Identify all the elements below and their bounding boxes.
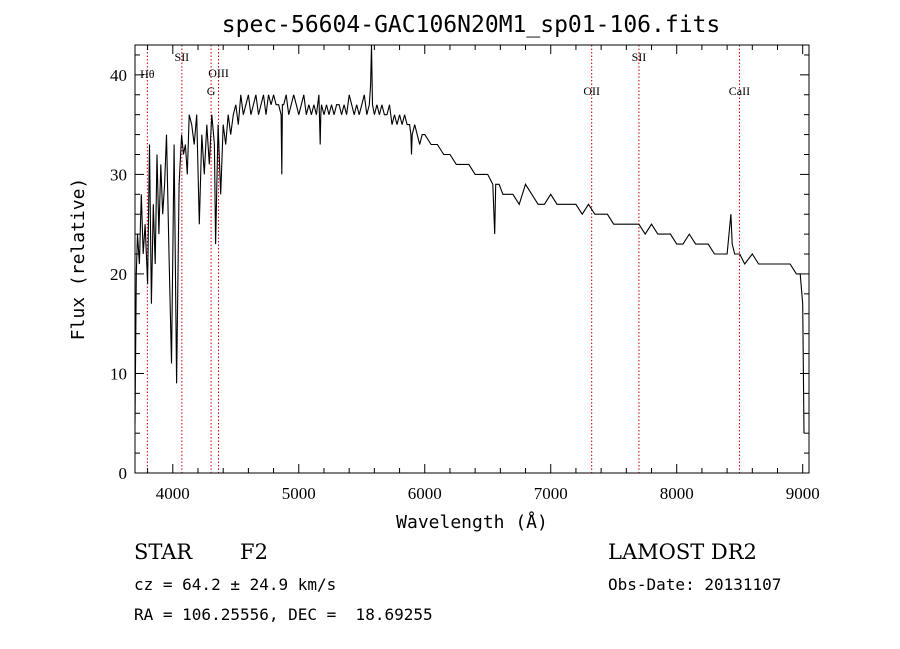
object-subclass: F2 [240,540,268,564]
y-tick-label: 10 [110,364,127,383]
y-tick-label: 30 [110,165,127,184]
spectral-line-label: Hθ [140,67,155,81]
plot-frame [134,44,810,474]
redshift-text: cz = 64.2 ± 24.9 km/s [134,575,337,594]
obs-date: Obs-Date: 20131107 [608,575,782,594]
x-axis-label: Wavelength (Å) [396,511,548,533]
y-axis: 0 10 20 30 40 [110,54,809,483]
y-tick-label: 0 [119,464,128,483]
spectral-line-label: OIII [208,66,229,80]
spectrum-line [134,44,805,434]
x-tick-label: 8000 [660,484,694,503]
x-tick-label: 6000 [408,484,442,503]
x-tick-label: 7000 [534,484,568,503]
spectral-line-label: SII [632,50,647,64]
coordinates: RA = 106.25556, DEC = 18.69255 [134,605,433,624]
y-axis-label: Flux (relative) [68,178,89,341]
spectral-line-label: SII [175,50,190,64]
spectral-line-label: OII [583,84,600,98]
survey-label: LAMOST DR2 [608,540,757,564]
spectral-line-label: CaII [729,84,750,98]
spectral-line-markers: Hθ SII OIII G OII SII CaII [140,45,750,473]
y-tick-label: 20 [110,265,127,284]
x-tick-label: 9000 [786,484,820,503]
x-tick-label: 5000 [282,484,316,503]
object-class: STAR [134,540,193,564]
x-tick-label: 4000 [156,484,190,503]
chart-title: spec-56604-GAC106N20M1_sp01-106.fits [222,12,721,38]
y-tick-label: 40 [110,66,127,85]
x-axis: 4000 5000 6000 7000 8000 9000 [147,45,820,503]
spectral-line-label: G [207,84,216,98]
